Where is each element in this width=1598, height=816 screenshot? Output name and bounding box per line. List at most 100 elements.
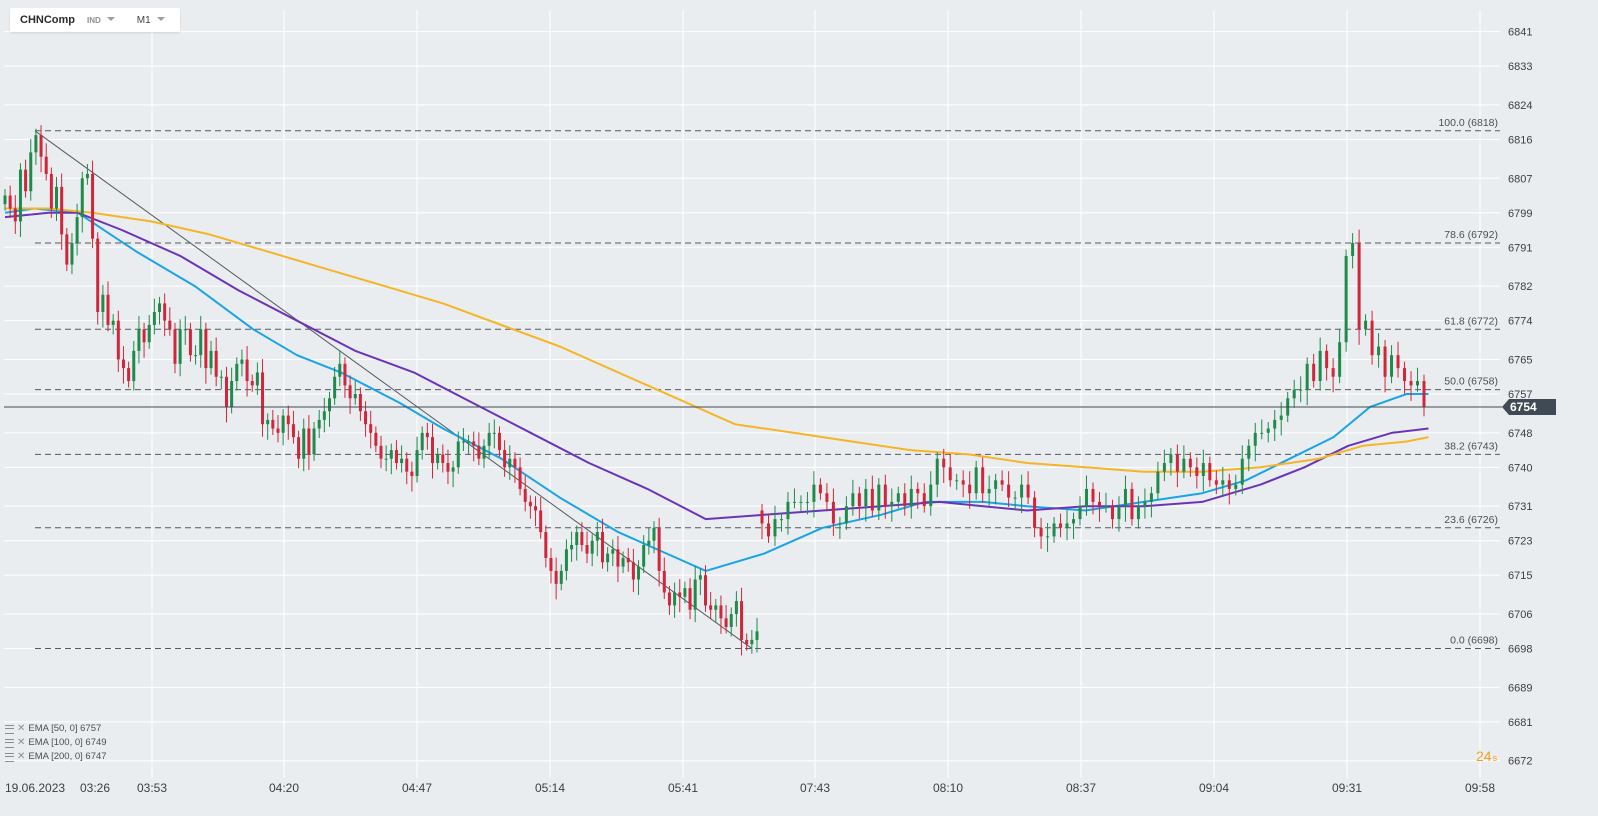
- chevron-down-icon[interactable]: [106, 17, 115, 21]
- x-tick-label: 03:26: [80, 781, 110, 795]
- y-tick-label: 6774: [1508, 316, 1532, 328]
- candle-body: [1357, 242, 1361, 330]
- ema-line-1: [4, 211, 1429, 521]
- candle-body: [451, 467, 455, 472]
- candle-body: [698, 575, 702, 580]
- candle-body: [39, 135, 43, 157]
- countdown-value: 24: [1476, 748, 1492, 764]
- symbol-selector[interactable]: CHNComp IND M1: [10, 8, 180, 32]
- candle-body: [1227, 480, 1231, 489]
- candle-body: [734, 601, 738, 615]
- candle-body: [44, 156, 48, 174]
- x-tick-label: 09:31: [1332, 781, 1362, 795]
- candle-body: [1383, 346, 1387, 377]
- candle-body: [250, 381, 254, 386]
- candle-body: [333, 376, 337, 399]
- candle-body: [942, 458, 946, 468]
- candle-body: [1403, 368, 1407, 382]
- fib-level-label: 23.6 (6726): [1444, 514, 1498, 526]
- candle-body: [825, 493, 829, 502]
- y-tick-label: 6681: [1508, 717, 1532, 729]
- candle-body: [24, 169, 28, 192]
- candle-body: [1396, 355, 1400, 369]
- candle-body: [831, 501, 835, 524]
- candle-body: [142, 329, 146, 343]
- candle-body: [1123, 488, 1127, 507]
- candle-body: [214, 350, 218, 377]
- legend-item-ema100: ✕ EMA [100, 0] 6749: [5, 736, 107, 750]
- settings-icon[interactable]: [5, 724, 14, 734]
- candle-body: [838, 523, 842, 525]
- y-tick-label: 6816: [1508, 134, 1532, 146]
- candle-body: [1351, 242, 1355, 256]
- current-price-label: 6754: [1510, 400, 1537, 414]
- candle-body: [890, 501, 894, 507]
- candle-body: [570, 545, 574, 550]
- candle-body: [188, 329, 192, 356]
- close-icon[interactable]: ✕: [17, 737, 26, 748]
- symbol-name[interactable]: CHNComp: [20, 14, 75, 26]
- candle-body: [773, 519, 777, 537]
- legend-label: EMA [100, 0] 6749: [28, 737, 107, 748]
- trendline: [34, 130, 753, 649]
- close-icon[interactable]: ✕: [17, 751, 26, 762]
- candle-body: [513, 458, 517, 468]
- candle-body: [755, 631, 759, 640]
- timeframe-selector[interactable]: M1: [136, 14, 151, 26]
- close-icon[interactable]: ✕: [17, 723, 26, 734]
- trendline-layer: [34, 130, 753, 649]
- candle-body: [1052, 523, 1056, 537]
- candle-body: [693, 579, 697, 610]
- candle-body: [1305, 363, 1309, 390]
- candle-body: [642, 545, 646, 567]
- candle-body: [616, 549, 620, 567]
- candle-body: [1020, 484, 1024, 498]
- legend-label: EMA [50, 0] 6757: [28, 723, 102, 734]
- candle-body: [1117, 506, 1121, 520]
- candles-layer: [3, 125, 1426, 656]
- candle-body: [1162, 463, 1166, 472]
- settings-icon[interactable]: [5, 752, 14, 762]
- candle-body: [1214, 480, 1218, 485]
- x-tick-label: 07:43: [800, 781, 830, 795]
- candle-body: [240, 359, 244, 364]
- candle-body: [8, 195, 12, 209]
- candle-body: [948, 467, 952, 481]
- candle-body: [96, 238, 100, 313]
- candle-body: [1078, 506, 1082, 520]
- candle-body: [1072, 519, 1076, 524]
- candle-body: [85, 173, 89, 179]
- y-axis: 6672 6681 6689 6698 6706 6715 6723 6731 6740 6748…: [1508, 27, 1532, 768]
- candle-body: [870, 488, 874, 511]
- candle-body: [805, 501, 809, 503]
- candle-body: [425, 432, 429, 438]
- candle-body: [394, 450, 398, 464]
- y-tick-label: 6757: [1508, 389, 1532, 401]
- candle-body: [528, 501, 532, 507]
- candle-countdown: 24s: [1476, 748, 1497, 764]
- candle-body: [168, 320, 172, 330]
- instrument-type: IND: [87, 15, 101, 25]
- candle-body: [173, 329, 177, 364]
- candle-body: [18, 169, 22, 222]
- x-tick-label: 09:58: [1465, 781, 1495, 795]
- candle-body: [291, 424, 295, 438]
- candle-body: [338, 363, 342, 377]
- candle-body: [1026, 484, 1030, 498]
- settings-icon[interactable]: [5, 738, 14, 748]
- candle-body: [55, 186, 59, 209]
- candle-body: [626, 557, 630, 563]
- candle-body: [559, 570, 563, 584]
- x-tick-label: 04:47: [402, 781, 432, 795]
- candle-body: [302, 428, 306, 459]
- candle-body: [844, 506, 848, 524]
- candle-body: [405, 458, 409, 472]
- candle-body: [420, 432, 424, 451]
- candle-body: [343, 363, 347, 386]
- countdown-unit: s: [1492, 753, 1498, 763]
- y-tick-label: 6824: [1508, 100, 1532, 112]
- candle-body: [1390, 355, 1394, 377]
- chevron-down-icon[interactable]: [156, 17, 165, 21]
- candle-body: [1143, 501, 1147, 507]
